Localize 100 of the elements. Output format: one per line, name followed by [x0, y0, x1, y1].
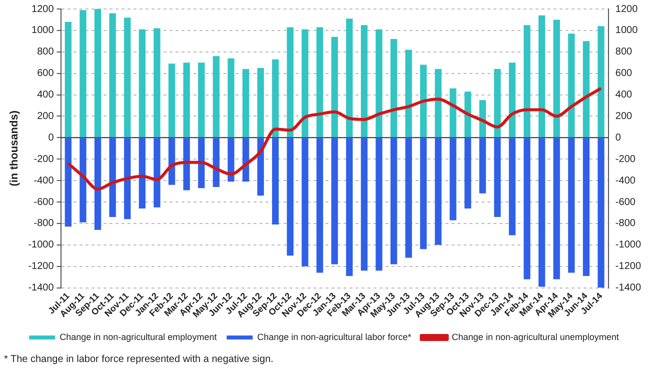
line-series: [66, 86, 603, 191]
y-tick-label: -600: [34, 196, 54, 208]
bar: [212, 56, 220, 138]
bar: [302, 138, 308, 266]
y2-tick-label: -1000: [615, 240, 642, 251]
bar: [420, 64, 427, 138]
y2-tick-label: -400: [615, 175, 636, 186]
text: * The change in labor force represented with a negative sign.: [4, 354, 274, 365]
y2-tick-label: 400: [615, 90, 633, 101]
y-tick-label: 1200: [32, 4, 54, 15]
bar: [479, 138, 486, 194]
bar: [360, 25, 368, 138]
bar: [405, 50, 412, 138]
bar: [331, 36, 338, 138]
bar: [360, 138, 368, 271]
bar: [124, 18, 131, 138]
bar: [346, 18, 353, 138]
bar: [494, 69, 501, 138]
bar: [257, 68, 264, 138]
bar: [464, 138, 472, 208]
bar: [390, 138, 398, 264]
y-tick-label: 0: [48, 132, 54, 144]
bar: [553, 138, 560, 280]
bar: [582, 41, 590, 138]
y-tick-label: -400: [34, 175, 54, 186]
bar: [242, 69, 250, 138]
bar: [598, 26, 604, 138]
bar: [390, 39, 398, 138]
y2-tick-label: -1400: [615, 282, 642, 294]
y-tick-label: -1200: [28, 261, 54, 272]
bar: [168, 64, 176, 138]
bar: [168, 138, 176, 185]
y2-tick-label: 600: [615, 68, 633, 80]
y-tick-label: -800: [34, 218, 54, 230]
bar: [198, 62, 205, 138]
bar: [64, 138, 72, 227]
bar: [464, 92, 472, 138]
bar: [183, 138, 190, 190]
bar: [109, 138, 116, 218]
bar: [94, 9, 102, 138]
bar: [450, 138, 456, 220]
bar: [346, 138, 353, 276]
bar: [494, 138, 501, 218]
legend-label: Change in non-agricultural unemployment: [452, 332, 620, 342]
bar: [316, 138, 324, 273]
bar: [124, 138, 131, 220]
bar: [94, 138, 102, 230]
y-tick-label: -1000: [28, 240, 54, 251]
y2-tick-label: 1200: [615, 4, 638, 15]
y2-tick-label: 0: [615, 132, 622, 144]
bar: [508, 138, 516, 236]
y-tick-label: -200: [34, 154, 54, 165]
bar: [450, 88, 456, 138]
bar: [228, 138, 234, 182]
bar: [212, 138, 220, 187]
y2-tick-label: 1000: [615, 25, 638, 36]
y-tick-label: 400: [37, 90, 54, 101]
bar: [183, 62, 190, 138]
legend-label: Change in non-agricultural employment: [60, 332, 218, 342]
bar: [286, 138, 294, 256]
y-axis-title: (in thousands): [8, 110, 21, 186]
y2-tick-label: -200: [615, 154, 636, 165]
y2-tick-label: -1200: [615, 261, 642, 272]
bar: [376, 138, 382, 271]
bar: [524, 25, 530, 138]
bar: [508, 62, 516, 138]
bar: [582, 138, 590, 276]
y2-tick-label: 800: [615, 46, 633, 58]
bar: [286, 27, 294, 138]
y2-tick-label: -600: [615, 196, 636, 208]
bar: [272, 138, 279, 225]
bar: [538, 138, 546, 287]
bar: [331, 138, 338, 264]
bar: [420, 138, 427, 250]
bar: [138, 138, 146, 208]
legend-label: Change in non-agricultural labor force*: [257, 332, 412, 342]
bar: [80, 10, 86, 138]
bar: [64, 22, 72, 138]
bar: [405, 138, 412, 258]
bar: [138, 29, 146, 138]
bar: [434, 69, 442, 138]
y2-tick-label: -800: [615, 218, 636, 230]
y-tick-label: 200: [37, 110, 54, 122]
bar: [154, 28, 160, 138]
y-tick-label: -1400: [28, 282, 54, 294]
bar: [568, 34, 575, 138]
bar: [538, 15, 546, 138]
bar: [198, 138, 205, 188]
bar: [434, 138, 442, 245]
bar: [272, 59, 279, 138]
bar: [80, 138, 86, 222]
bar: [376, 29, 382, 138]
y-tick-label: 600: [37, 68, 54, 80]
y-tick-label: 800: [37, 46, 54, 58]
bar: [524, 138, 530, 280]
bar: [316, 27, 324, 138]
bar: [109, 13, 116, 138]
y-tick-label: 1000: [32, 25, 54, 36]
bar: [553, 20, 560, 138]
y2-tick-label: 200: [615, 110, 633, 122]
